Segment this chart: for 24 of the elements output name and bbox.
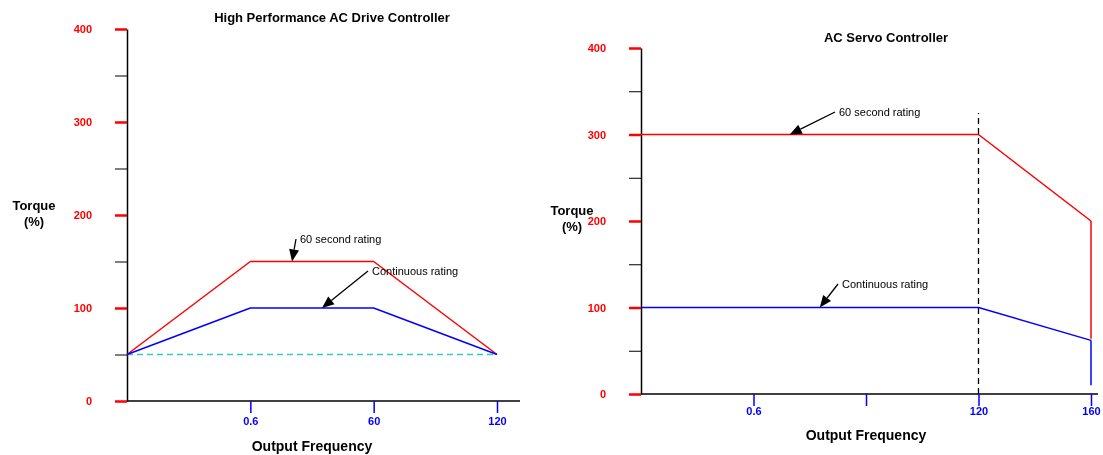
y-tick-label: 400 <box>587 42 606 55</box>
x-tick-label: 60 <box>368 414 381 427</box>
y-tick-label: 200 <box>73 209 92 222</box>
y-tick-label: 0 <box>85 395 92 408</box>
chart-title: AC Servo Controller <box>823 30 949 45</box>
y-tick-label: 100 <box>73 302 92 315</box>
y-tick-label: 100 <box>587 301 606 314</box>
x-tick-label: 120 <box>969 404 989 417</box>
x-tick-label: 0.6 <box>243 414 259 427</box>
x-axis-title: Output Frequency <box>251 438 373 454</box>
annotation: 60 second rating <box>300 233 382 245</box>
annotation: 60 second rating <box>839 106 921 118</box>
y-tick-label: 300 <box>587 128 606 141</box>
y-axis-title: Torque (%) <box>12 198 56 229</box>
y-tick-label: 400 <box>73 23 92 36</box>
x-tick-label: 0.6 <box>746 404 762 417</box>
x-tick-label: 160 <box>1082 404 1101 417</box>
x-axis-title: Output Frequency <box>805 427 927 443</box>
y-tick-label: 0 <box>599 388 606 401</box>
x-tick-label: 120 <box>488 414 507 427</box>
y-tick-label: 200 <box>587 215 606 228</box>
y-tick-label: 300 <box>73 116 92 129</box>
annotation: Continuous rating <box>842 278 929 290</box>
chart-title: High Performance AC Drive Controller <box>214 10 450 25</box>
